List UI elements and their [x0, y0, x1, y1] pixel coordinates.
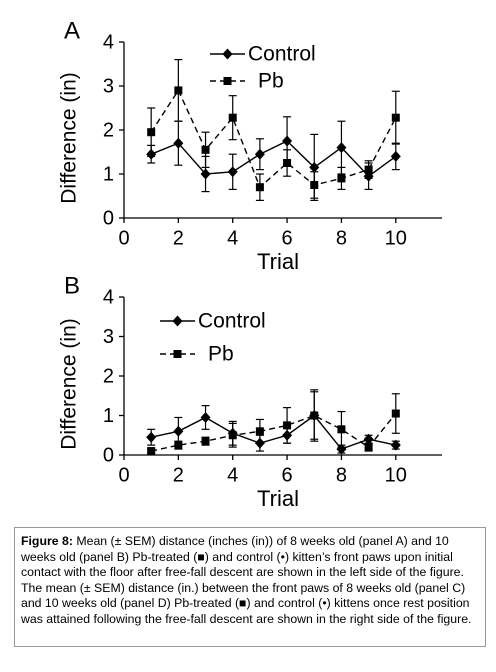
- y-tick-label: 2: [103, 365, 114, 387]
- x-tick-label: 2: [173, 227, 184, 249]
- y-tick-label: 1: [103, 405, 114, 427]
- marker: [254, 148, 265, 160]
- x-tick-label: 2: [173, 464, 184, 486]
- marker: [337, 174, 346, 183]
- y-tick-label: 3: [103, 326, 114, 348]
- marker: [201, 437, 210, 446]
- caption-label: Figure 8:: [21, 534, 73, 548]
- x-tick-label: 10: [385, 464, 407, 486]
- marker: [391, 409, 400, 418]
- y-axis-label: Difference (in): [58, 318, 81, 450]
- series-line: [151, 413, 397, 452]
- y-tick-label: 1: [103, 163, 114, 185]
- legend-label: Pb: [208, 343, 234, 366]
- x-tick-label: 6: [282, 227, 293, 249]
- marker: [255, 427, 264, 436]
- marker: [147, 128, 156, 137]
- x-tick-label: 8: [336, 464, 347, 486]
- marker: [391, 113, 400, 122]
- legend-label: Pb: [258, 70, 284, 93]
- marker: [174, 86, 183, 95]
- x-tick-label: 4: [227, 227, 238, 249]
- marker: [283, 421, 292, 430]
- marker: [336, 142, 347, 154]
- marker: [282, 135, 293, 147]
- series-line: [150, 88, 397, 189]
- y-axis-label: Difference (in): [58, 72, 81, 204]
- marker: [200, 411, 211, 423]
- x-tick-label: 10: [385, 227, 407, 249]
- marker: [310, 411, 319, 420]
- legend-label: Control: [198, 310, 266, 333]
- marker: [337, 425, 346, 434]
- x-tick-label: 0: [118, 227, 129, 249]
- marker: [255, 183, 264, 192]
- marker: [390, 150, 401, 162]
- marker: [227, 166, 238, 178]
- x-tick-label: 8: [336, 227, 347, 249]
- y-tick-label: 0: [103, 207, 114, 229]
- legend-marker: [173, 350, 182, 358]
- marker: [201, 145, 210, 154]
- marker: [363, 433, 374, 445]
- marker: [146, 431, 157, 443]
- y-tick-label: 0: [103, 444, 114, 466]
- marker: [147, 447, 156, 456]
- series-line: [150, 140, 397, 178]
- marker: [390, 439, 401, 451]
- x-axis-label: Trial: [257, 486, 299, 511]
- legend-marker: [223, 77, 232, 85]
- marker: [364, 443, 373, 452]
- x-axis-label: Trial: [257, 249, 299, 274]
- y-tick-label: 2: [103, 119, 114, 141]
- caption: Figure 8: Mean (± SEM) distance (inches …: [14, 527, 486, 647]
- y-tick-label: 4: [103, 31, 114, 53]
- marker: [228, 431, 237, 440]
- panel-label: A: [64, 17, 80, 44]
- marker: [173, 137, 184, 149]
- marker: [309, 161, 320, 173]
- x-tick-label: 0: [118, 464, 129, 486]
- marker: [310, 181, 319, 189]
- y-tick-label: 3: [103, 75, 114, 97]
- series-line: [151, 414, 396, 450]
- marker: [228, 113, 237, 122]
- marker: [364, 165, 373, 174]
- legend-marker: [172, 315, 183, 327]
- caption-text: Mean (± SEM) distance (inches (in)) of 8…: [21, 534, 472, 626]
- x-tick-label: 4: [227, 464, 238, 486]
- marker: [174, 441, 183, 450]
- y-tick-label: 4: [103, 286, 114, 308]
- marker: [283, 159, 292, 167]
- marker: [173, 425, 184, 437]
- x-tick-label: 6: [282, 464, 293, 486]
- legend-label: Control: [248, 43, 316, 66]
- panel-label: B: [64, 272, 80, 299]
- legend-marker: [222, 48, 233, 60]
- marker: [200, 168, 211, 180]
- marker: [336, 443, 347, 455]
